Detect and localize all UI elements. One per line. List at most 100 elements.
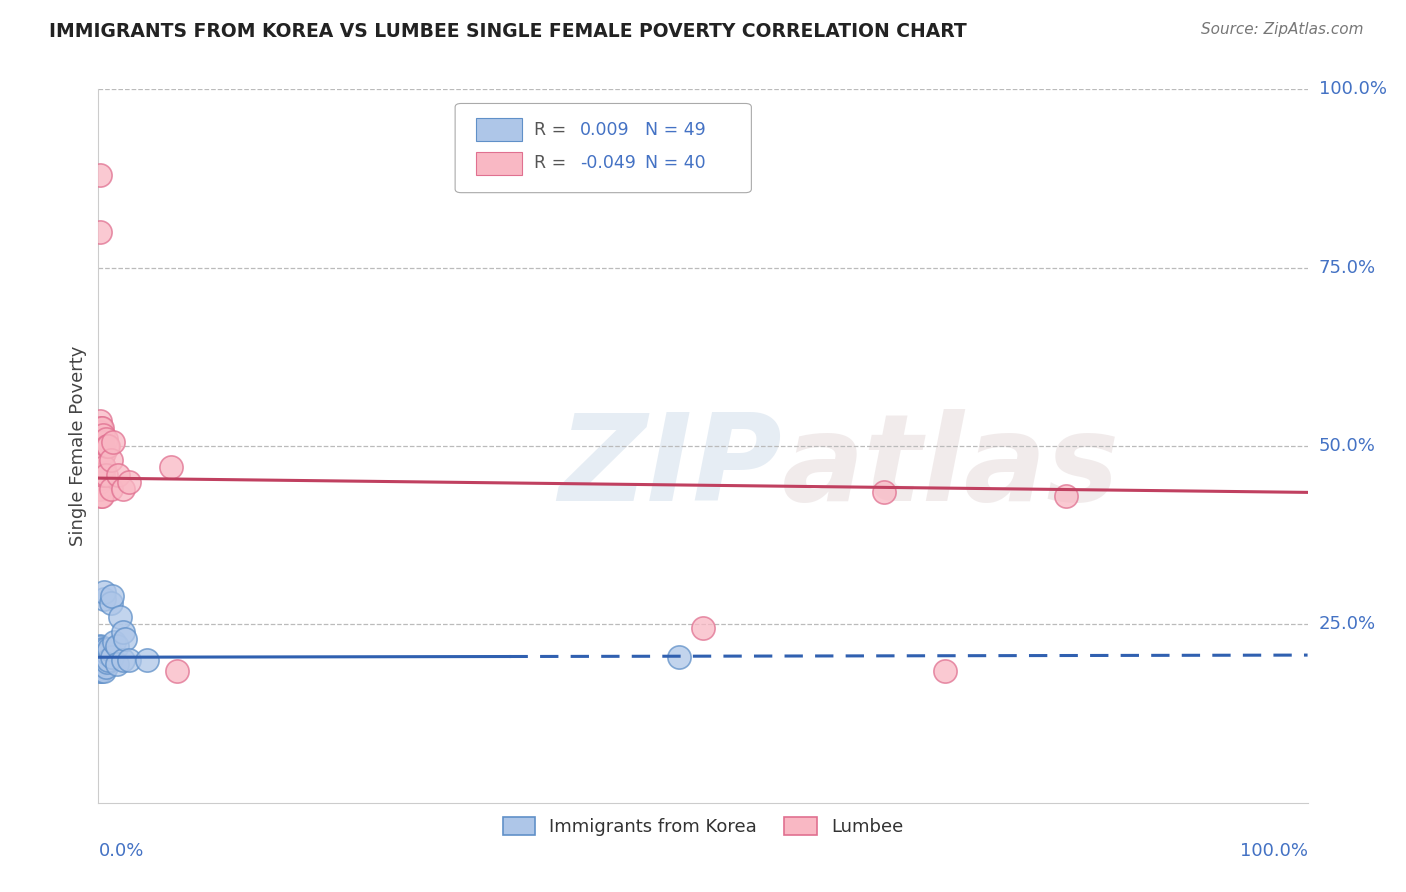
Text: 100.0%: 100.0%	[1319, 80, 1386, 98]
Point	[91, 453, 114, 467]
Point	[93, 460, 115, 475]
Point	[107, 467, 129, 482]
Point	[93, 653, 115, 667]
Point	[90, 653, 112, 667]
Point	[90, 489, 112, 503]
Point	[97, 439, 120, 453]
Point	[94, 642, 117, 657]
Point	[89, 648, 111, 662]
Point	[94, 660, 117, 674]
Point	[89, 662, 111, 676]
Text: -0.049: -0.049	[579, 154, 636, 172]
Point	[89, 664, 111, 678]
Point	[94, 653, 117, 667]
Point	[96, 439, 118, 453]
Point	[105, 639, 128, 653]
Point	[89, 414, 111, 428]
Point	[91, 467, 114, 482]
Text: 0.0%: 0.0%	[98, 842, 143, 860]
Text: N = 40: N = 40	[645, 154, 706, 172]
Bar	[475, 119, 522, 141]
Point	[100, 589, 122, 603]
Point	[934, 664, 956, 678]
Point	[98, 642, 121, 657]
Point	[91, 489, 114, 503]
Point	[96, 646, 118, 660]
Point	[93, 592, 115, 607]
Text: 100.0%: 100.0%	[1240, 842, 1308, 860]
Point	[89, 653, 111, 667]
Point	[89, 446, 111, 460]
Point	[111, 653, 134, 667]
Point	[111, 624, 134, 639]
Point	[89, 649, 111, 664]
Point	[91, 649, 114, 664]
Point	[160, 460, 183, 475]
Text: atlas: atlas	[782, 409, 1119, 526]
Point	[91, 655, 114, 669]
Point	[89, 168, 111, 182]
Point	[90, 646, 112, 660]
Point	[91, 421, 114, 435]
FancyBboxPatch shape	[456, 103, 751, 193]
Point	[91, 428, 114, 442]
Point	[89, 432, 111, 446]
Point	[89, 460, 111, 475]
Point	[89, 651, 111, 665]
Text: R =: R =	[534, 121, 571, 139]
Point	[100, 649, 122, 664]
Point	[103, 635, 125, 649]
Point	[89, 639, 111, 653]
Point	[89, 646, 111, 660]
Point	[91, 435, 114, 450]
Point	[166, 664, 188, 678]
Point	[94, 467, 117, 482]
Point	[90, 664, 112, 678]
Point	[89, 653, 111, 667]
Text: Source: ZipAtlas.com: Source: ZipAtlas.com	[1201, 22, 1364, 37]
Point	[89, 225, 111, 239]
Point	[89, 653, 111, 667]
Text: IMMIGRANTS FROM KOREA VS LUMBEE SINGLE FEMALE POVERTY CORRELATION CHART: IMMIGRANTS FROM KOREA VS LUMBEE SINGLE F…	[49, 22, 967, 41]
Point	[873, 485, 896, 500]
Point	[89, 658, 111, 673]
Point	[90, 421, 112, 435]
Point	[89, 640, 111, 655]
Point	[118, 475, 141, 489]
Text: R =: R =	[534, 154, 571, 172]
Point	[114, 632, 136, 646]
Point	[90, 471, 112, 485]
Text: 25.0%: 25.0%	[1319, 615, 1376, 633]
Point	[96, 655, 118, 669]
Point	[668, 649, 690, 664]
Point	[93, 585, 115, 599]
Point	[91, 642, 114, 657]
Point	[89, 482, 111, 496]
Point	[90, 435, 112, 450]
Point	[100, 453, 122, 467]
Point	[135, 653, 157, 667]
Text: ZIP: ZIP	[558, 409, 782, 526]
Point	[91, 442, 114, 457]
Point	[89, 653, 111, 667]
Point	[91, 653, 114, 667]
Point	[97, 653, 120, 667]
Point	[100, 596, 122, 610]
Point	[89, 653, 111, 667]
Text: 50.0%: 50.0%	[1319, 437, 1375, 455]
Point	[90, 453, 112, 467]
Point	[111, 482, 134, 496]
Point	[100, 482, 122, 496]
Point	[89, 656, 111, 670]
Point	[94, 432, 117, 446]
Text: 0.009: 0.009	[579, 121, 630, 139]
Point	[91, 646, 114, 660]
Point	[101, 435, 124, 450]
Point	[105, 657, 128, 671]
Text: N = 49: N = 49	[645, 121, 706, 139]
Legend: Immigrants from Korea, Lumbee: Immigrants from Korea, Lumbee	[494, 808, 912, 845]
Point	[89, 642, 111, 657]
Text: 75.0%: 75.0%	[1319, 259, 1376, 277]
Point	[118, 653, 141, 667]
Point	[90, 657, 112, 671]
